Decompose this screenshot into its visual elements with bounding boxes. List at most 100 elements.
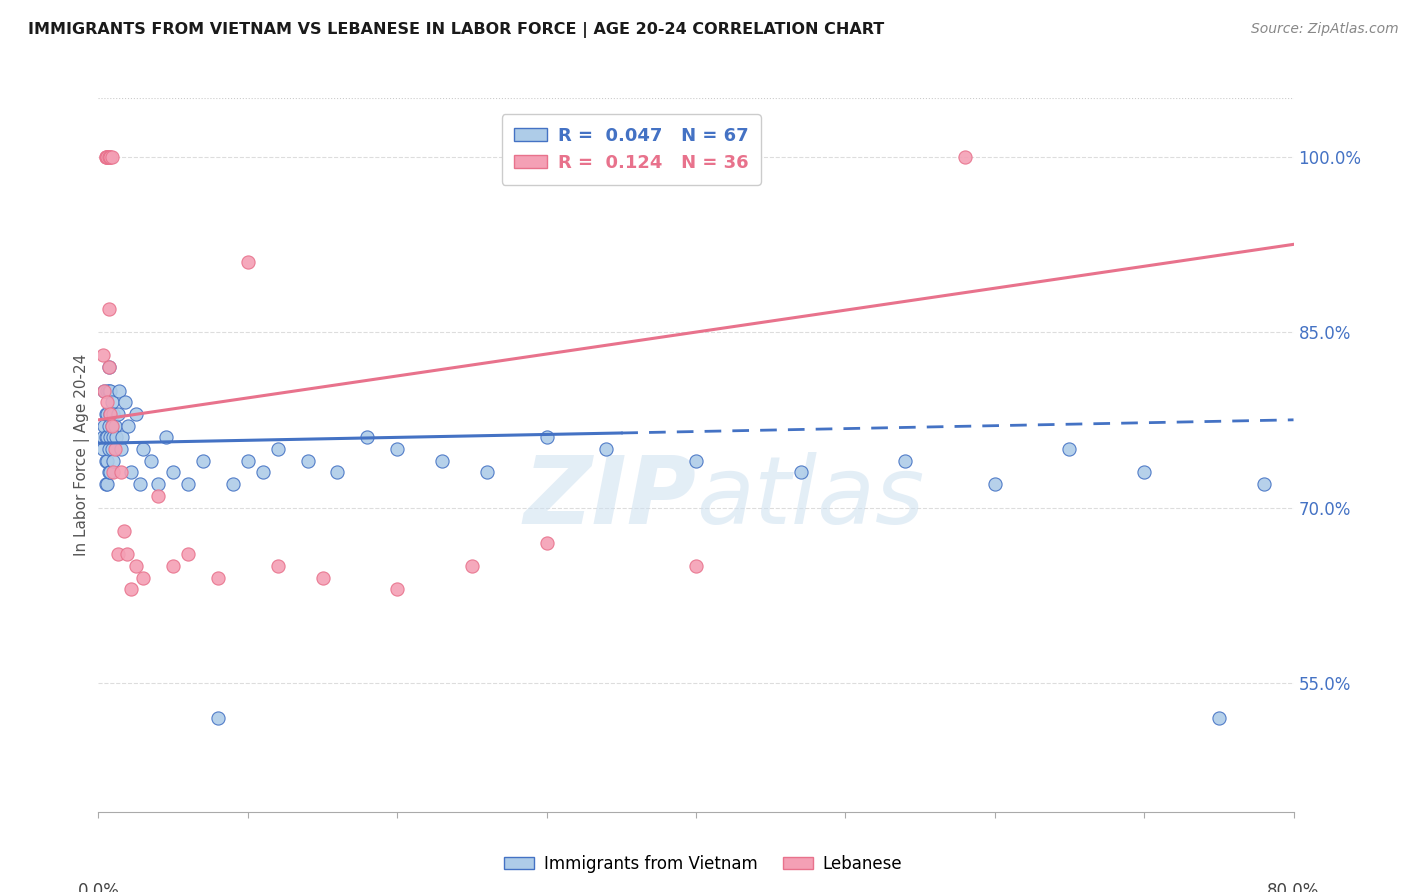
- Point: [1059, 442, 1081, 456]
- Point: [97, 466, 120, 480]
- Point: [104, 442, 127, 456]
- Point: [207, 571, 229, 585]
- Point: [430, 454, 453, 468]
- Point: [91, 442, 114, 456]
- Point: [207, 711, 229, 725]
- Point: [96, 454, 118, 468]
- Point: [94, 477, 117, 491]
- Text: 80.0%: 80.0%: [1267, 882, 1320, 892]
- Point: [789, 466, 811, 480]
- Point: [685, 454, 707, 468]
- Point: [100, 407, 122, 421]
- Point: [162, 559, 184, 574]
- Point: [356, 430, 378, 444]
- Point: [110, 466, 132, 480]
- Point: [155, 430, 177, 444]
- Point: [107, 547, 129, 561]
- Point: [97, 301, 120, 316]
- Point: [125, 407, 148, 421]
- Point: [96, 407, 118, 421]
- Point: [104, 418, 127, 433]
- Point: [252, 466, 274, 480]
- Point: [96, 384, 118, 398]
- Point: [385, 442, 409, 456]
- Legend: Immigrants from Vietnam, Lebanese: Immigrants from Vietnam, Lebanese: [498, 848, 908, 880]
- Point: [93, 418, 115, 433]
- Point: [110, 442, 132, 456]
- Point: [536, 430, 558, 444]
- Point: [297, 454, 319, 468]
- Point: [125, 559, 148, 574]
- Point: [100, 150, 122, 164]
- Point: [93, 384, 115, 398]
- Point: [91, 430, 114, 444]
- Point: [100, 384, 122, 398]
- Point: [236, 255, 259, 269]
- Point: [132, 571, 155, 585]
- Text: atlas: atlas: [696, 452, 924, 543]
- Point: [91, 349, 114, 363]
- Point: [97, 384, 120, 398]
- Point: [894, 454, 917, 468]
- Point: [984, 477, 1007, 491]
- Point: [97, 442, 120, 456]
- Point: [112, 524, 135, 538]
- Point: [94, 150, 117, 164]
- Point: [267, 442, 290, 456]
- Legend: R =  0.047   N = 67, R =  0.124   N = 36: R = 0.047 N = 67, R = 0.124 N = 36: [502, 114, 761, 185]
- Point: [120, 582, 142, 597]
- Point: [101, 395, 124, 409]
- Point: [96, 395, 118, 409]
- Point: [139, 454, 162, 468]
- Point: [97, 360, 120, 375]
- Point: [148, 489, 170, 503]
- Point: [108, 384, 131, 398]
- Text: Source: ZipAtlas.com: Source: ZipAtlas.com: [1251, 22, 1399, 37]
- Point: [94, 150, 117, 164]
- Point: [114, 395, 136, 409]
- Point: [148, 477, 170, 491]
- Text: ZIP: ZIP: [523, 451, 696, 544]
- Point: [100, 430, 122, 444]
- Point: [94, 430, 117, 444]
- Point: [177, 547, 200, 561]
- Point: [96, 150, 118, 164]
- Point: [96, 430, 118, 444]
- Point: [103, 454, 125, 468]
- Point: [132, 442, 155, 456]
- Text: IMMIGRANTS FROM VIETNAM VS LEBANESE IN LABOR FORCE | AGE 20-24 CORRELATION CHART: IMMIGRANTS FROM VIETNAM VS LEBANESE IN L…: [28, 22, 884, 38]
- Point: [1208, 711, 1230, 725]
- Point: [953, 150, 976, 164]
- Point: [117, 418, 139, 433]
- Point: [1133, 466, 1156, 480]
- Point: [595, 442, 617, 456]
- Point: [101, 150, 124, 164]
- Point: [97, 360, 120, 375]
- Point: [475, 466, 498, 480]
- Point: [236, 454, 259, 468]
- Point: [103, 430, 125, 444]
- Point: [101, 418, 124, 433]
- Point: [222, 477, 245, 491]
- Point: [461, 559, 484, 574]
- Point: [385, 582, 409, 597]
- Point: [1253, 477, 1275, 491]
- Point: [96, 477, 118, 491]
- Point: [101, 418, 124, 433]
- Point: [103, 407, 125, 421]
- Point: [100, 407, 122, 421]
- Point: [103, 466, 125, 480]
- Point: [536, 535, 558, 549]
- Point: [326, 466, 349, 480]
- Point: [97, 150, 120, 164]
- Point: [311, 571, 333, 585]
- Point: [685, 559, 707, 574]
- Point: [93, 384, 115, 398]
- Point: [107, 407, 129, 421]
- Point: [94, 407, 117, 421]
- Point: [115, 547, 138, 561]
- Point: [129, 477, 152, 491]
- Point: [120, 466, 142, 480]
- Y-axis label: In Labor Force | Age 20-24: In Labor Force | Age 20-24: [75, 354, 90, 556]
- Point: [111, 430, 134, 444]
